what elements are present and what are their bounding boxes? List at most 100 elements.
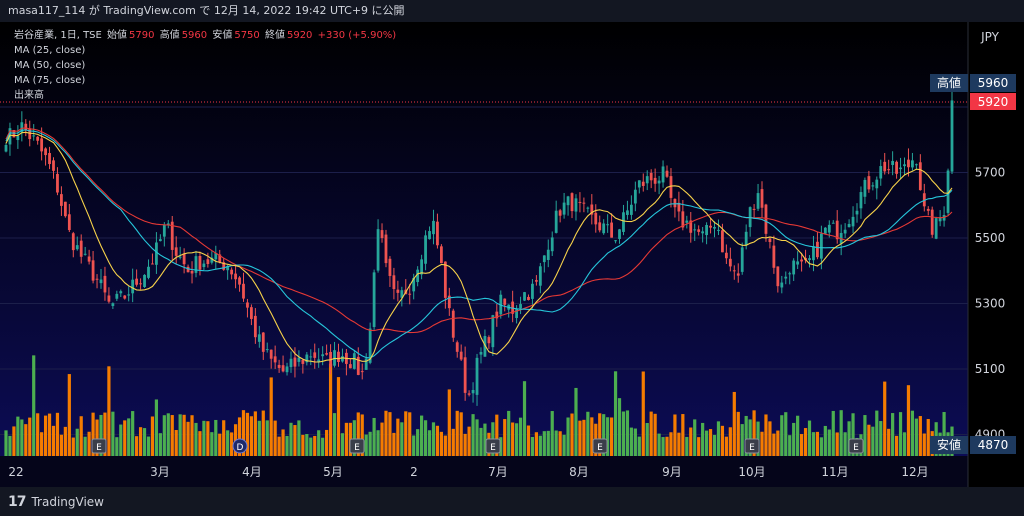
earnings-marker-icon[interactable] — [744, 438, 760, 454]
candle-body — [459, 351, 463, 360]
earnings-marker-icon[interactable] — [349, 438, 365, 454]
volume-bar — [843, 432, 847, 456]
volume-bar — [131, 411, 135, 456]
candle-body — [784, 276, 788, 279]
volume-bar — [372, 417, 376, 456]
volume-bar — [883, 381, 887, 456]
candle-body — [946, 170, 950, 213]
volume-bar — [356, 412, 360, 456]
candle-body — [907, 159, 910, 168]
candle-body — [831, 222, 835, 224]
volume-bar — [661, 437, 665, 456]
brand-name[interactable]: TradingView — [31, 494, 104, 509]
earnings-marker-icon[interactable] — [592, 438, 608, 454]
volume-bar — [404, 411, 408, 456]
high-label-legend: 高値 — [159, 30, 180, 41]
candle-body — [44, 148, 47, 156]
volume-bar — [71, 437, 75, 456]
candle-body — [265, 349, 269, 351]
volume-bar — [206, 421, 210, 456]
candle-body — [392, 275, 396, 290]
candle-body — [816, 241, 819, 258]
event-marker-label: E — [490, 443, 496, 453]
earnings-marker-icon[interactable] — [848, 438, 864, 454]
candle-body — [827, 224, 831, 233]
candle-body — [732, 270, 736, 272]
candle-body — [618, 229, 621, 239]
high-label: 高値 — [937, 75, 961, 90]
volume-bar — [344, 422, 349, 456]
candle-body — [641, 181, 645, 186]
event-marker-label: E — [749, 443, 755, 453]
volume-bar — [392, 432, 396, 456]
volume-bar — [305, 434, 309, 456]
candle-body — [918, 162, 922, 191]
volume-bar — [265, 420, 269, 456]
volume-bar — [408, 412, 412, 456]
volume-bar — [471, 414, 475, 456]
time-tick-label: 2 — [410, 465, 418, 479]
low-label: 安値 — [937, 437, 961, 452]
candle-body — [768, 238, 772, 243]
volume-bar — [637, 436, 641, 456]
candle-body — [756, 193, 760, 209]
candle-body — [420, 259, 424, 275]
candle-body — [364, 358, 368, 370]
candle-body — [83, 253, 87, 255]
candle-body — [313, 352, 317, 358]
ma50-legend[interactable]: MA (50, close) — [14, 60, 86, 71]
volume-bar — [99, 414, 103, 456]
volume-bar — [190, 415, 194, 456]
candle-body — [835, 220, 839, 240]
volume-bar — [534, 432, 538, 456]
volume-bar — [420, 415, 424, 456]
volume-bar — [780, 415, 784, 456]
volume-bar — [435, 425, 440, 456]
volume-bar — [115, 437, 119, 456]
volume-bar — [522, 381, 527, 456]
candle-body — [808, 258, 811, 261]
volume-bar — [910, 410, 915, 456]
candle-body — [681, 211, 685, 228]
earnings-marker-icon[interactable] — [485, 438, 501, 454]
price-tick-label: 5500 — [975, 231, 1006, 245]
candle-body — [776, 266, 780, 287]
volume-bar — [368, 431, 372, 456]
candle-body — [325, 353, 329, 355]
volume-bar — [831, 410, 835, 456]
candle-body — [590, 204, 594, 215]
volume-bar — [423, 420, 428, 456]
volume-bar — [764, 414, 768, 456]
volume-bar — [400, 422, 404, 456]
earnings-marker-icon[interactable] — [91, 438, 107, 454]
candle-body — [586, 207, 590, 209]
volume-bar — [12, 426, 16, 456]
volume-bar — [416, 429, 420, 456]
volume-bar — [689, 427, 693, 456]
volume-legend[interactable]: 出来高 — [14, 90, 44, 101]
volume-bar — [926, 419, 930, 456]
candle-body — [578, 201, 582, 203]
dividend-marker-icon[interactable] — [232, 438, 248, 454]
ma25-legend[interactable]: MA (25, close) — [14, 45, 86, 56]
volume-bar — [835, 432, 839, 456]
candle-body — [273, 356, 277, 363]
candle-body — [562, 202, 566, 215]
volume-bar — [871, 426, 875, 456]
candle-body — [883, 161, 887, 172]
volume-bar — [186, 421, 190, 456]
volume-bar — [760, 431, 764, 456]
volume-bar — [91, 412, 95, 456]
volume-bar — [902, 432, 907, 456]
volume-bar — [665, 436, 669, 456]
candle-body — [713, 226, 716, 229]
volume-bar — [222, 420, 226, 456]
volume-bar — [261, 410, 265, 456]
volume-bar — [174, 430, 178, 456]
volume-bar — [799, 434, 804, 456]
ma75-legend[interactable]: MA (75, close) — [14, 75, 86, 86]
tradingview-logo-icon[interactable]: 17 — [8, 493, 27, 510]
